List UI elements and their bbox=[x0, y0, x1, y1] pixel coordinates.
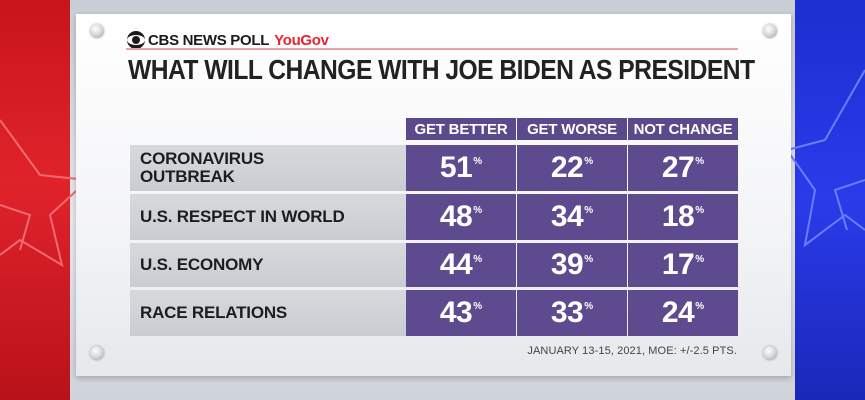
value-cell: 43% bbox=[406, 290, 516, 336]
row-label: CORONAVIRUS OUTBREAK bbox=[130, 145, 406, 191]
value-cell: 24% bbox=[628, 290, 738, 336]
value-cell: 33% bbox=[517, 290, 627, 336]
screw-icon bbox=[90, 346, 104, 360]
value-cell: 17% bbox=[628, 243, 738, 287]
percent-sign: % bbox=[473, 301, 483, 312]
row-label-line: OUTBREAK bbox=[140, 167, 235, 186]
percent-sign: % bbox=[584, 254, 594, 265]
value-number: 18 bbox=[661, 200, 695, 233]
poll-footnote: JANUARY 13-15, 2021, MOE: +/-2.5 PTS. bbox=[527, 345, 737, 357]
percent-sign: % bbox=[695, 205, 705, 216]
column-header: GET WORSE bbox=[517, 118, 627, 140]
value-cell: 51% bbox=[406, 145, 516, 191]
percent-sign: % bbox=[695, 301, 705, 312]
percent-sign: % bbox=[473, 205, 483, 216]
percent-sign: % bbox=[584, 301, 594, 312]
screw-icon bbox=[763, 24, 777, 38]
row-label-line: U.S. RESPECT IN WORLD bbox=[140, 207, 345, 226]
percent-sign: % bbox=[584, 156, 594, 167]
page-title: WHAT WILL CHANGE WITH JOE BIDEN AS PRESI… bbox=[128, 54, 755, 85]
row-label-line: RACE RELATIONS bbox=[140, 303, 288, 322]
value-number: 34 bbox=[550, 200, 584, 233]
value-number: 44 bbox=[439, 248, 473, 281]
star-decoration-right-icon bbox=[785, 69, 865, 248]
row-label: U.S. ECONOMY bbox=[130, 243, 406, 287]
cbs-eye-logo-icon bbox=[127, 31, 145, 49]
value-cell: 34% bbox=[517, 194, 627, 240]
value-number: 33 bbox=[550, 296, 584, 329]
value-number: 27 bbox=[661, 151, 695, 184]
poll-panel: CBS NEWS POLL YouGov WHAT WILL CHANGE WI… bbox=[76, 14, 791, 376]
percent-sign: % bbox=[473, 254, 483, 265]
network-label: CBS NEWS POLL bbox=[148, 31, 270, 49]
blue-background bbox=[785, 0, 865, 400]
column-header: NOT CHANGE bbox=[628, 118, 738, 140]
screw-icon bbox=[763, 346, 777, 360]
percent-sign: % bbox=[695, 156, 705, 167]
row-label-line: U.S. ECONOMY bbox=[140, 255, 264, 274]
partner-label: YouGov bbox=[274, 31, 329, 49]
percent-sign: % bbox=[695, 254, 705, 265]
value-cell: 48% bbox=[406, 194, 516, 240]
value-cell: 39% bbox=[517, 243, 627, 287]
brand-bar: CBS NEWS POLL YouGov bbox=[126, 30, 329, 50]
row-label: U.S. RESPECT IN WORLD bbox=[130, 194, 406, 240]
value-number: 39 bbox=[550, 248, 584, 281]
value-number: 43 bbox=[439, 296, 473, 329]
row-label: RACE RELATIONS bbox=[130, 290, 406, 336]
star-decoration-left-icon bbox=[0, 119, 90, 268]
row-label-line: CORONAVIRUS bbox=[140, 149, 265, 168]
value-cell: 18% bbox=[628, 194, 738, 240]
brand-divider bbox=[126, 48, 738, 50]
value-number: 22 bbox=[550, 151, 584, 184]
percent-sign: % bbox=[473, 156, 483, 167]
column-header: GET BETTER bbox=[406, 118, 516, 140]
value-number: 51 bbox=[439, 151, 473, 184]
value-cell: 22% bbox=[517, 145, 627, 191]
percent-sign: % bbox=[584, 205, 594, 216]
value-number: 24 bbox=[661, 296, 695, 329]
value-number: 17 bbox=[661, 248, 695, 281]
screw-icon bbox=[90, 24, 104, 38]
value-cell: 44% bbox=[406, 243, 516, 287]
value-number: 48 bbox=[439, 200, 473, 233]
value-cell: 27% bbox=[628, 145, 738, 191]
